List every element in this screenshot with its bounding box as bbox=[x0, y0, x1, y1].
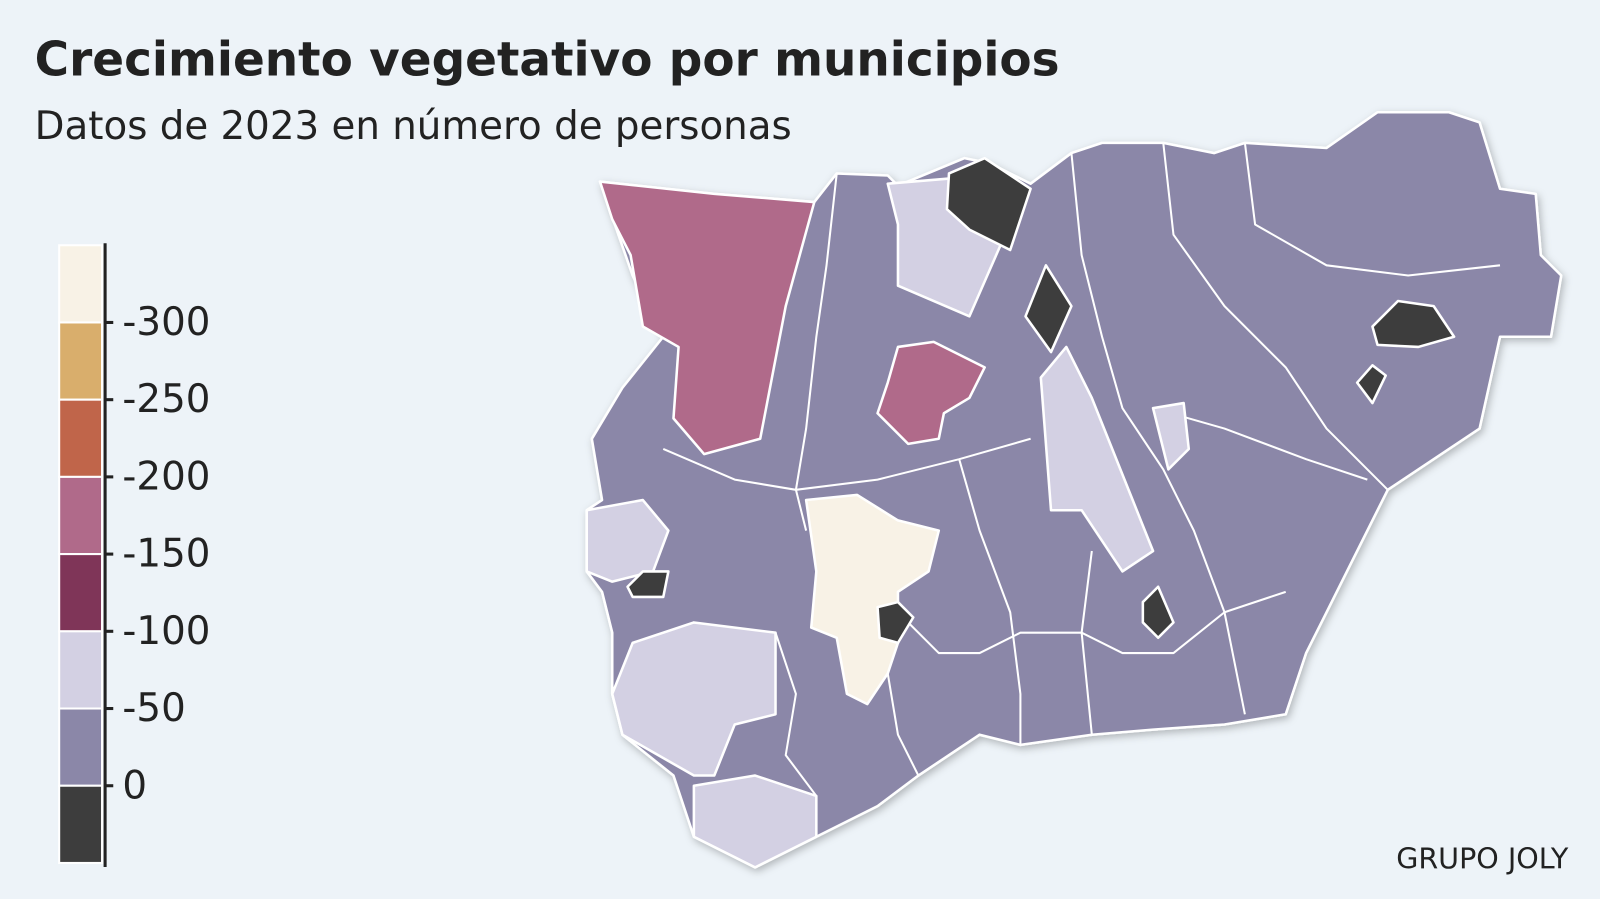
municipality-region bbox=[1355, 364, 1387, 405]
municipality-region bbox=[804, 493, 941, 706]
source: GRUPO JOLY bbox=[1396, 841, 1569, 875]
legend-swatch bbox=[58, 475, 104, 556]
legend-tick-label: -250 bbox=[122, 377, 210, 422]
municipality-region bbox=[1371, 299, 1456, 349]
legend-swatch bbox=[58, 784, 104, 864]
legend: -300 -250 -200 -150 -100 -50 0 bbox=[58, 243, 210, 868]
municipality-region bbox=[1024, 264, 1073, 354]
legend-tick-label: -50 bbox=[122, 686, 185, 731]
municipal-border bbox=[958, 458, 1022, 745]
municipality-region bbox=[1141, 585, 1175, 640]
legend-tick-label: -200 bbox=[122, 454, 210, 499]
legend-tick-label: -150 bbox=[122, 532, 210, 577]
legend-swatch bbox=[58, 707, 104, 787]
municipal-border bbox=[1080, 550, 1093, 735]
legend-tick-label: -300 bbox=[122, 300, 210, 345]
municipality-region bbox=[692, 774, 818, 869]
legend-swatch bbox=[58, 398, 104, 478]
municipal-border bbox=[1162, 142, 1389, 491]
municipality-region bbox=[1039, 345, 1155, 573]
legend-swatch bbox=[58, 553, 104, 633]
legend-tick-label: 0 bbox=[122, 763, 147, 808]
title: Crecimiento vegetativo por municipios bbox=[35, 33, 1060, 88]
municipality-region bbox=[626, 570, 670, 599]
municipal-border bbox=[1152, 407, 1368, 481]
municipal-border bbox=[662, 437, 1031, 491]
municipality-region bbox=[610, 621, 777, 777]
municipality-region bbox=[598, 180, 816, 456]
legend-swatch bbox=[58, 244, 104, 324]
municipality-region bbox=[1151, 401, 1191, 471]
legend-swatch bbox=[58, 321, 104, 401]
municipal-border bbox=[886, 673, 920, 776]
map bbox=[585, 110, 1563, 869]
municipality-region bbox=[945, 156, 1032, 252]
municipal-border bbox=[774, 632, 818, 797]
municipal-border bbox=[1070, 152, 1246, 715]
municipal-border bbox=[1243, 142, 1501, 277]
municipal-border bbox=[794, 173, 838, 531]
municipality-region bbox=[876, 340, 986, 446]
municipality-region bbox=[876, 600, 915, 645]
legend-tick-label: -100 bbox=[122, 609, 210, 654]
subtitle: Datos de 2023 en número de personas bbox=[35, 104, 792, 149]
legend-swatch bbox=[58, 630, 104, 710]
